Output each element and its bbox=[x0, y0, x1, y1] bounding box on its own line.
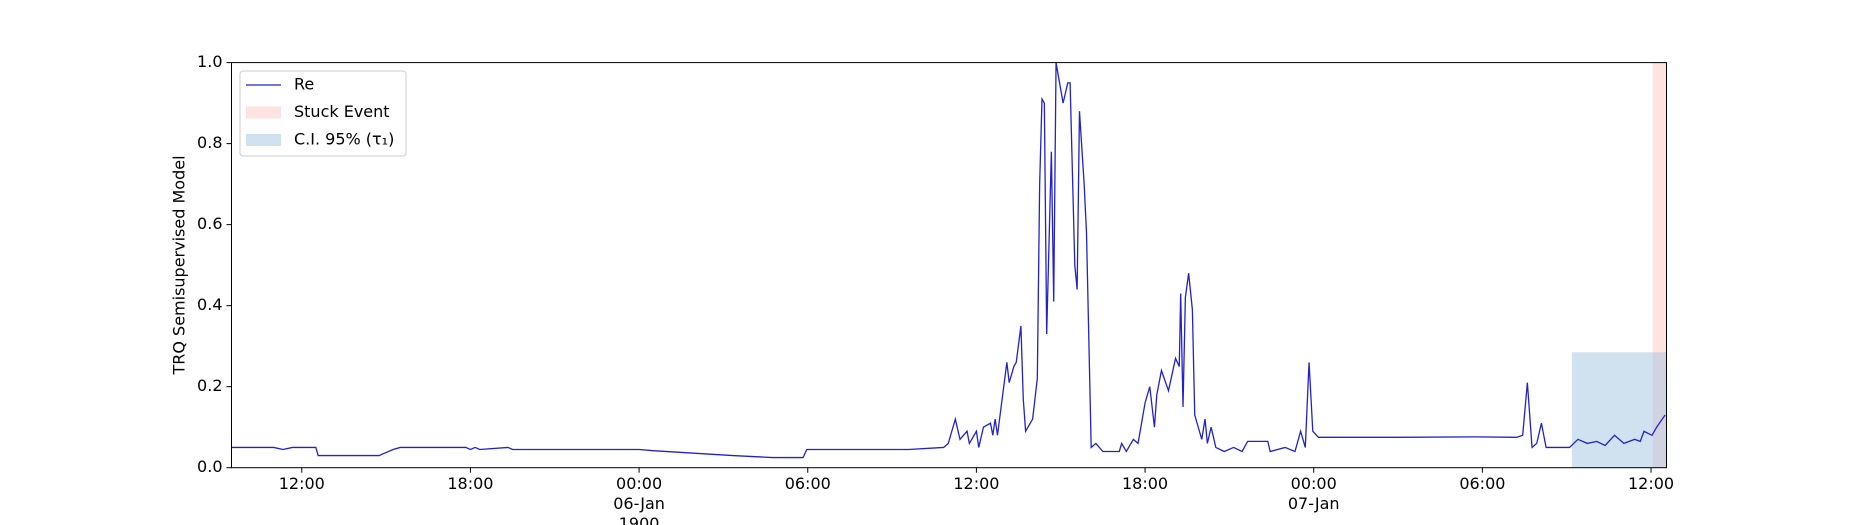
x-tick-label: 00:00 bbox=[616, 474, 662, 493]
legend-label: C.I. 95% (τ₁) bbox=[294, 130, 394, 149]
legend-label: Stuck Event bbox=[294, 102, 390, 121]
legend-label: Re bbox=[294, 75, 314, 94]
legend-swatch bbox=[246, 134, 281, 146]
data-line bbox=[231, 62, 1666, 459]
x-tick-label: 00:00 bbox=[1291, 474, 1337, 493]
x-tick-label: 18:00 bbox=[1122, 474, 1168, 493]
y-tick-label: 1.0 bbox=[197, 52, 222, 71]
y-axis-label: TRQ Semisupervised Model bbox=[170, 155, 189, 375]
x-tick-label: 06:00 bbox=[1459, 474, 1505, 493]
y-tick-label: 0.0 bbox=[197, 457, 222, 476]
legend-box bbox=[239, 70, 407, 157]
x-tick-label: 06-Jan bbox=[613, 494, 665, 513]
x-tick-label: 18:00 bbox=[447, 474, 493, 493]
plot-frame bbox=[231, 62, 1667, 469]
y-tick-label: 0.4 bbox=[197, 295, 222, 314]
x-tick-label: 06:00 bbox=[785, 474, 831, 493]
x-tick-label: 1900 bbox=[619, 514, 660, 525]
x-tick-label: 12:00 bbox=[953, 474, 999, 493]
y-tick-label: 0.2 bbox=[197, 376, 222, 395]
legend-swatch bbox=[246, 106, 281, 119]
x-tick-label: 12:00 bbox=[1628, 474, 1674, 493]
span bbox=[1571, 352, 1667, 468]
x-tick-label: 12:00 bbox=[279, 474, 325, 493]
y-tick-label: 0.6 bbox=[197, 214, 222, 233]
x-tick-label: 07-Jan bbox=[1288, 494, 1340, 513]
y-tick-label: 0.8 bbox=[197, 133, 222, 152]
